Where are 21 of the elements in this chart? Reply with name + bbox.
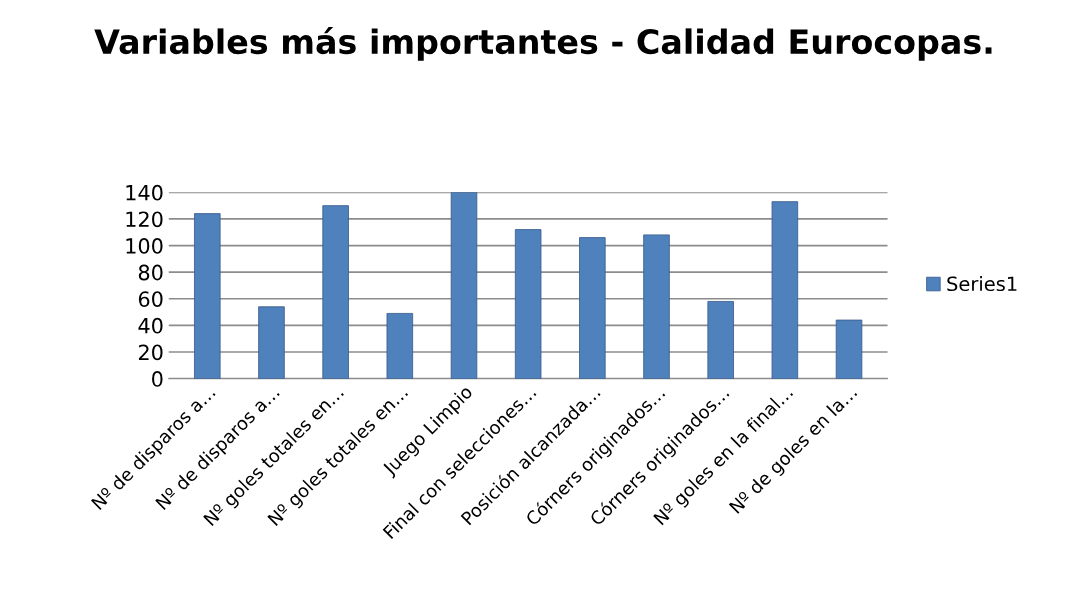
bar [835, 319, 863, 379]
bar [450, 192, 478, 379]
bar [514, 229, 542, 379]
bar [771, 201, 799, 379]
chart-title: Variables más importantes - Calidad Eurocopas. [94, 27, 992, 61]
y-tick-label: 100 [126, 238, 163, 254]
y-tick-label: 60 [138, 291, 163, 307]
bar [707, 301, 734, 379]
bar [643, 234, 670, 379]
y-tick-label: 80 [138, 264, 163, 281]
y-tick-label: 20 [138, 344, 163, 361]
y-tick-label: 120 [126, 211, 163, 228]
bar [322, 205, 349, 379]
legend-label: Series1 [947, 276, 1017, 292]
bar [258, 306, 285, 379]
bar [194, 213, 221, 379]
y-tick-label: 40 [138, 317, 163, 334]
y-tick-label: 140 [126, 184, 163, 201]
bar [386, 313, 414, 379]
bar [579, 237, 606, 379]
y-tick-label: 0 [152, 371, 163, 387]
